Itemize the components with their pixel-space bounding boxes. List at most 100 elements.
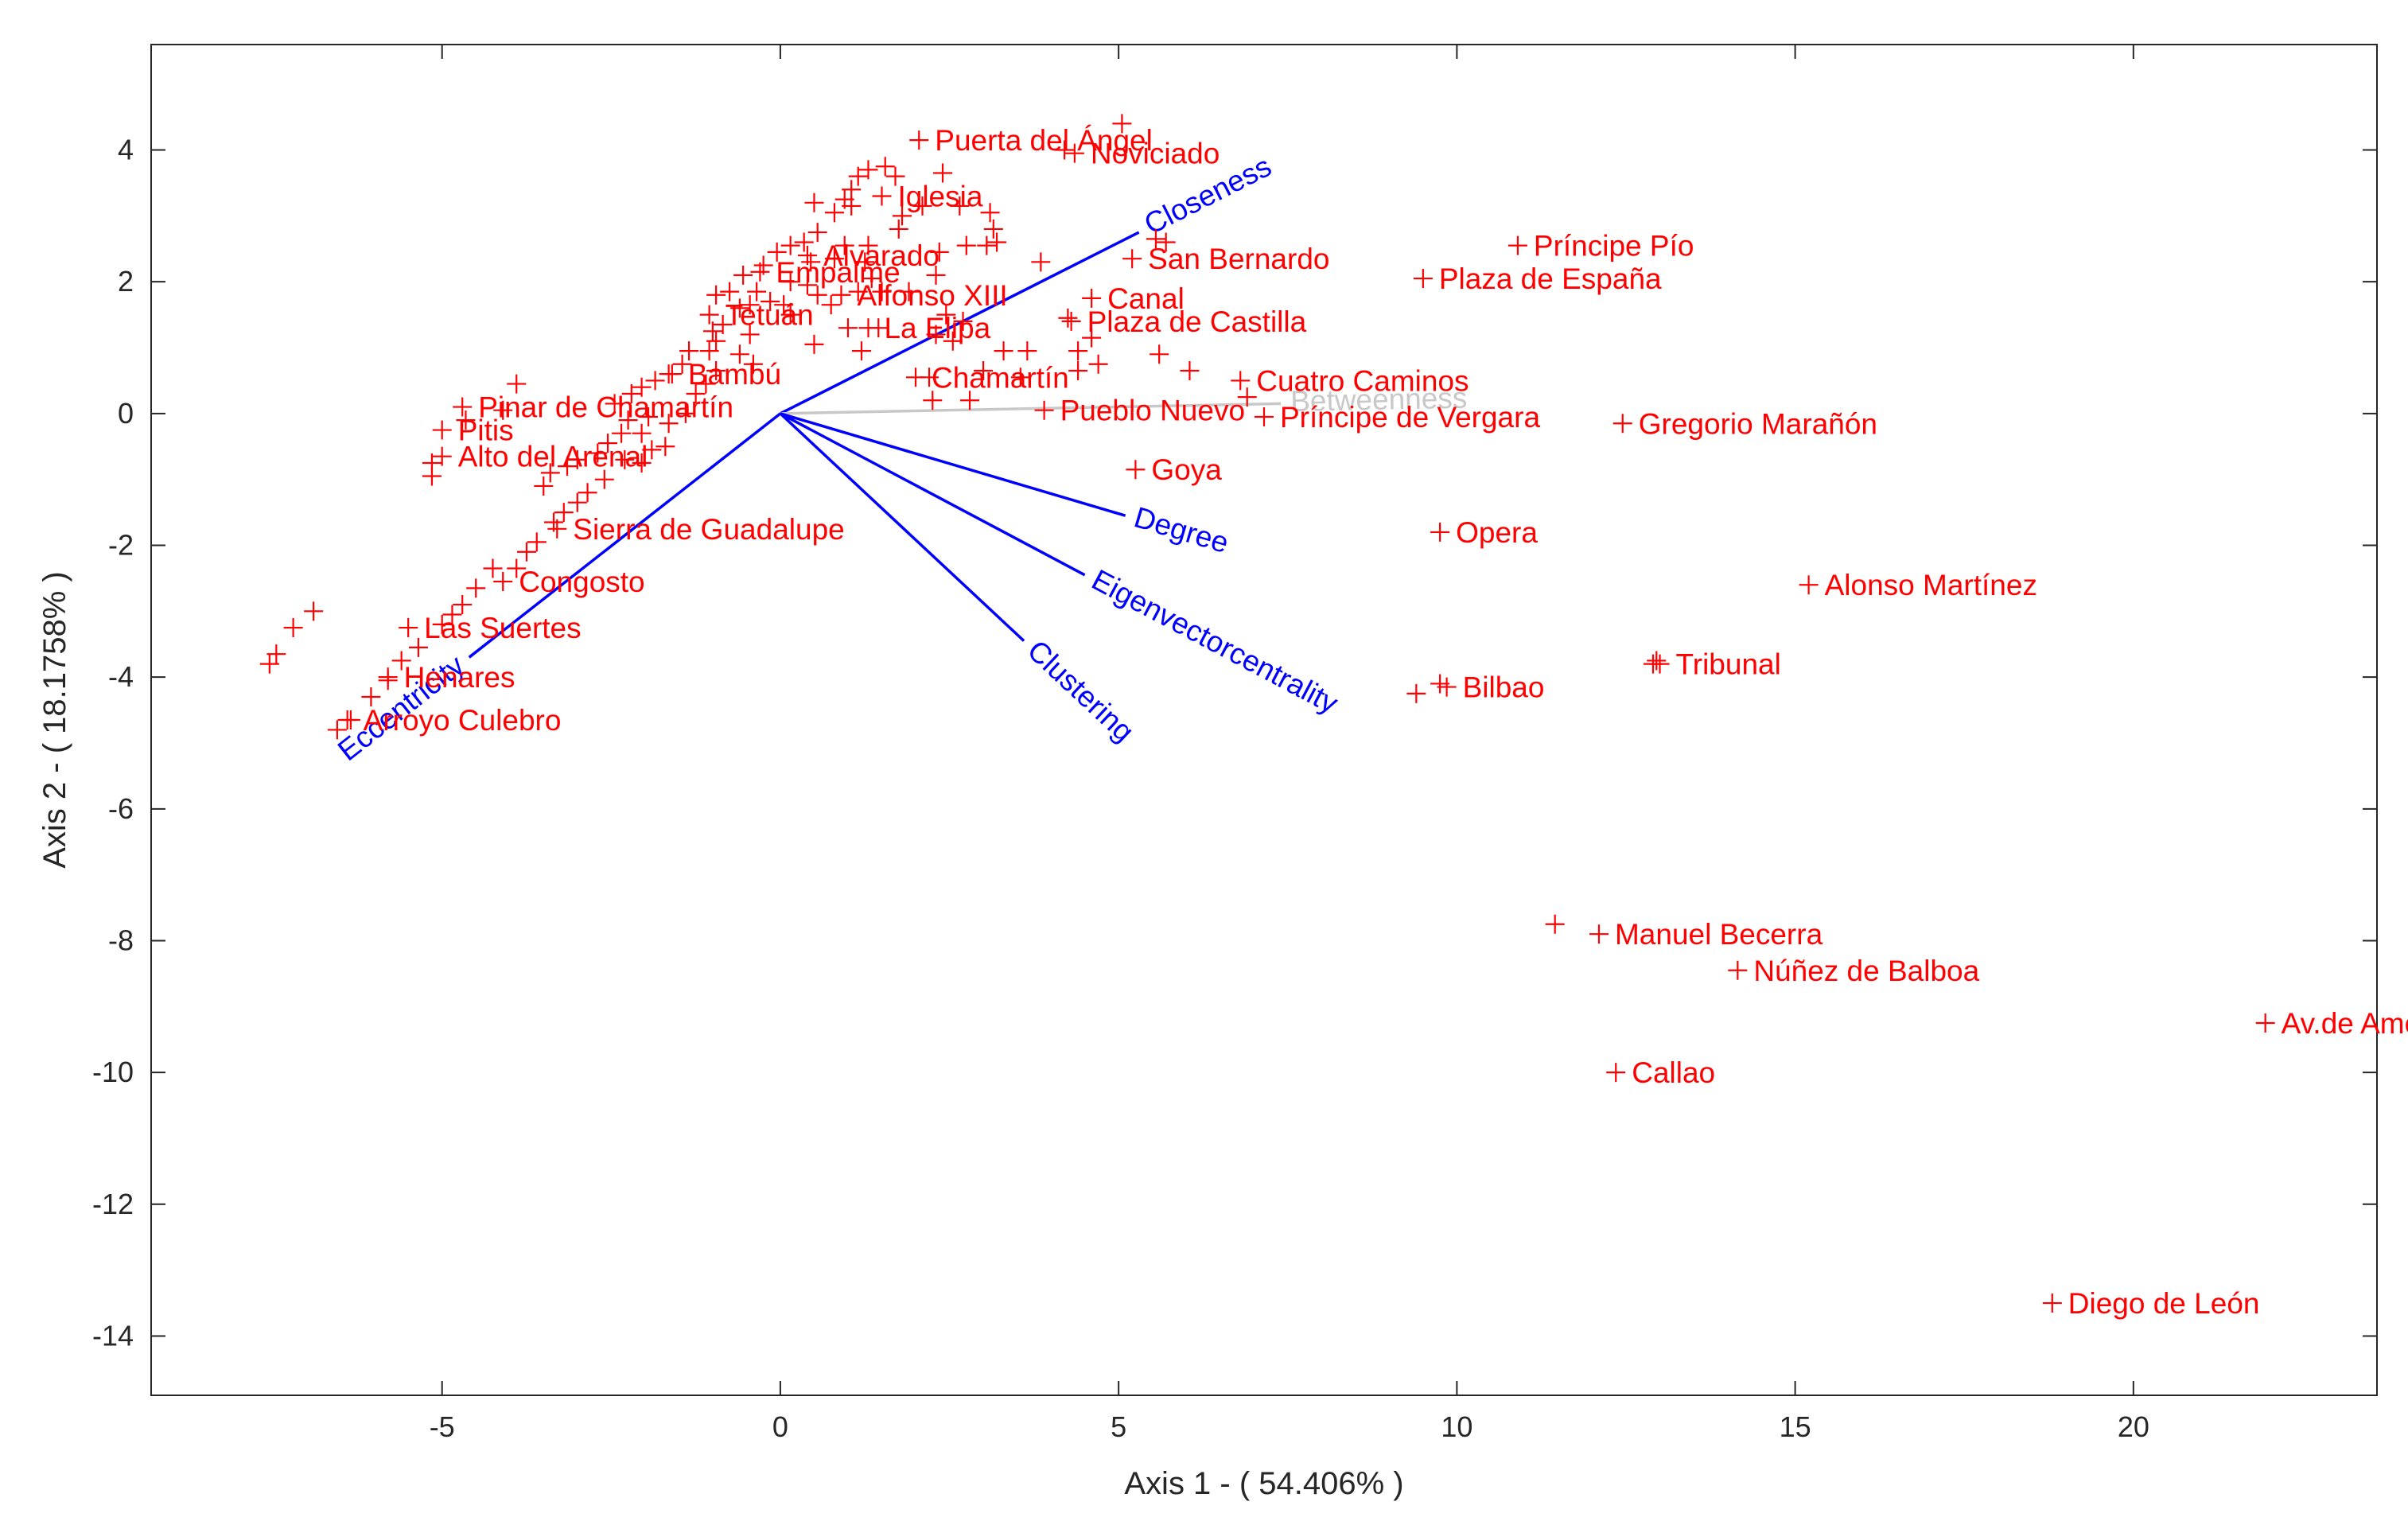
data-point [507,374,527,394]
data-point [527,532,547,552]
data-point [923,391,943,410]
data-point [780,305,800,325]
point-label-principe-pio: Príncipe Pío [1534,230,1694,263]
vector-clustering [779,412,1025,642]
data-point [838,318,858,338]
data-point [618,410,638,430]
data-point [899,282,919,301]
y-tick-label: 4 [118,134,134,166]
data-point [706,285,726,305]
vector-eccentricity [468,412,782,659]
data-point-congosto [493,572,513,592]
data-points [259,114,2275,1313]
data-point [977,235,997,255]
data-point [807,223,827,243]
data-point-chamartin [906,368,926,387]
data-point [872,282,892,301]
point-label-nunez-de-balboa: Núñez de Balboa [1753,955,1979,987]
data-point [943,331,963,351]
point-label-principe-de-vergara: Príncipe de Vergara [1280,401,1540,434]
data-point [851,341,871,361]
data-point [266,644,286,664]
data-point [1180,361,1200,381]
data-point [699,341,719,361]
x-tick-label: 10 [1441,1410,1472,1443]
data-point [740,295,760,315]
point-label-pitis: Pitis [458,414,514,447]
data-point [554,503,574,523]
data-point [774,295,794,315]
data-point [1017,341,1037,361]
point-label-av-de-america: Av.de América [2282,1007,2408,1040]
data-point [747,282,767,301]
data-point-callao [1606,1063,1626,1083]
data-point-la-elipa [858,318,878,338]
point-label-gregorio-maranon: Gregorio Marañón [1639,407,1877,440]
data-point [558,457,578,477]
vector-label-betweenness: Betweenness [1290,382,1468,418]
point-label-callao: Callao [1632,1056,1715,1089]
y-tick-label: 2 [118,265,134,298]
x-tick-label: 5 [1111,1410,1126,1443]
data-point [466,578,486,598]
data-point [1406,683,1426,703]
point-label-las-suertes: Las Suertes [424,612,581,644]
data-point [983,219,1003,239]
y-tick-label: -8 [108,924,134,956]
point-label-tetuan: Tetuán [726,299,814,332]
point-label-canal: Canal [1107,282,1185,315]
data-point [875,157,895,177]
data-point [1237,387,1257,407]
data-point [507,558,527,578]
data-point [761,292,780,312]
data-point-gregorio-maranon [1612,414,1632,434]
data-point [675,403,695,423]
point-label-noviciado: Noviciado [1091,138,1220,170]
data-point [456,410,476,430]
data-point-las-suertes [399,618,418,638]
data-point-alonso-martinez [1799,575,1819,595]
data-point-principe-pio [1507,235,1527,255]
data-point-plaza-de-castilla [1061,311,1081,331]
point-label-iglesia: Iglesia [897,181,982,213]
data-point [960,391,980,410]
data-point [534,476,554,496]
point-label-bilbao: Bilbao [1463,671,1545,704]
data-point-sierra-de-guadalupe [547,519,567,539]
data-point [804,334,824,354]
data-point-plaza-de-espana [1413,269,1433,289]
data-point-iglesia [872,186,892,206]
data-point-av-de-america [2255,1013,2275,1033]
data-point-diego-de-leon [2042,1293,2062,1313]
data-point [855,252,875,272]
data-point [1146,229,1165,249]
point-label-arroyo-culebro: Arroyo Culebro [364,704,562,737]
data-point [493,400,513,420]
data-point [540,463,560,483]
data-point [1010,368,1030,387]
data-point [994,341,1013,361]
point-label-plaza-de-castilla: Plaza de Castilla [1087,305,1307,338]
data-point-opera [1430,522,1450,542]
y-axis: -14 -12 -10 -8 -6 -4 -2 0 2 4 [92,134,2377,1352]
y-tick-label: -6 [108,792,134,825]
plot-area [150,44,2378,1396]
data-point [679,341,699,361]
x-tick-label: 20 [2118,1410,2149,1443]
point-label-plaza-de-espana: Plaza de España [1439,263,1662,295]
point-label-alfonso-xiii: Alfonso XIII [857,279,1007,312]
data-point [929,242,949,262]
data-point-alfonso-xiii [831,285,851,305]
data-point [926,265,946,285]
data-point [743,354,763,374]
y-tick-label: -4 [108,660,134,693]
x-tick-label: -5 [430,1410,455,1443]
data-point-cuatro-caminos [1231,371,1251,391]
data-point [1058,308,1078,328]
data-point-tetuan [699,305,719,325]
data-point [1112,114,1132,134]
data-point [1031,252,1051,272]
data-point [304,601,324,621]
data-point-empalme [750,262,770,282]
